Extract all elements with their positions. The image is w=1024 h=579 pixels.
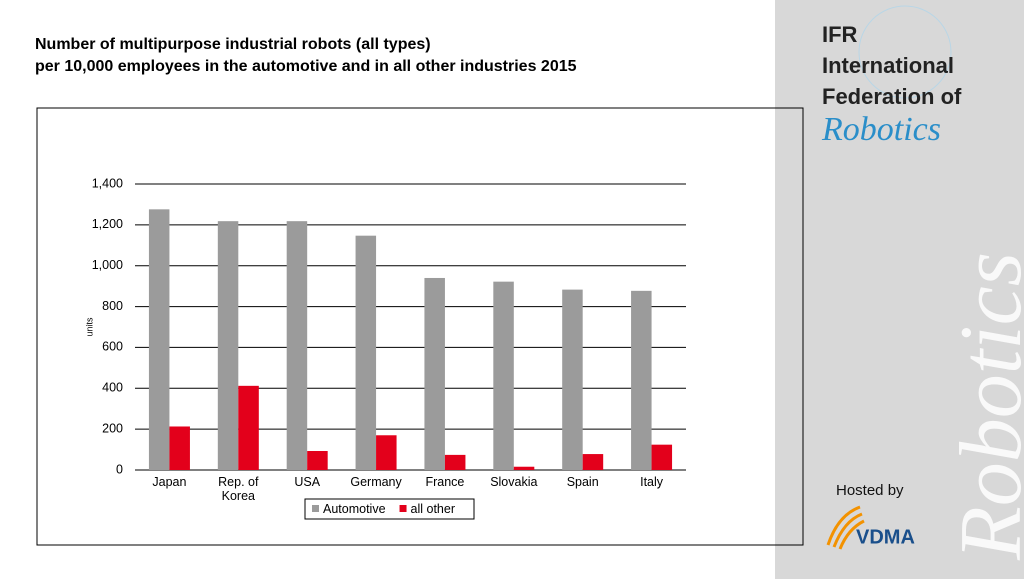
bar [513,466,535,470]
x-tick-label: USA [294,475,321,489]
org-name: Federation of [822,84,962,109]
x-tick-label: Spain [566,475,599,489]
y-tick-label: 800 [102,299,123,313]
globe [858,5,952,99]
x-tick-label: Italy [640,475,664,489]
chart-frame [36,107,804,546]
bar [169,426,190,470]
x-tick-label: Japan [152,475,187,489]
bar [493,281,514,470]
legend-swatch [399,505,407,512]
org-name: IFR [822,22,858,47]
hosted-by: Hosted by [836,482,904,499]
org-script: Robotics [821,111,941,148]
y-tick-label: 600 [102,340,123,354]
y-tick-label: 200 [102,421,123,435]
bar [562,289,583,470]
legend-box [304,498,475,520]
bar [444,454,466,470]
bar [424,277,445,470]
bar [376,435,397,470]
bar [286,221,308,470]
bar [217,221,239,470]
chart-title: Number of multipurpose industrial robots… [35,36,431,53]
y-tick-label: 0 [116,462,123,476]
watermark: Robotics [943,252,1024,561]
bar [631,290,652,470]
legend-label: Automotive [323,502,386,516]
y-axis-label: units [84,317,94,337]
y-tick-label: 1,400 [92,176,123,190]
host-logo [826,505,865,550]
legend-label: all other [411,502,455,516]
bar [148,209,170,470]
y-tick-label: 1,000 [92,258,123,272]
side-panel [775,0,1024,579]
y-tick-label: 400 [102,381,123,395]
x-tick-label: Rep. of Korea [218,475,259,503]
bar [582,454,604,470]
bar [307,451,328,470]
x-tick-label: France [425,475,465,489]
bar [238,385,259,470]
chart-title: per 10,000 employees in the automotive a… [35,58,577,75]
bar [651,444,673,470]
bar [355,235,377,470]
x-tick-label: Germany [350,475,402,489]
host-name: VDMA [856,526,915,548]
org-name: International [822,53,954,78]
x-tick-label: Slovakia [490,475,538,489]
y-tick-label: 1,200 [92,217,123,231]
legend-swatch [312,505,319,512]
